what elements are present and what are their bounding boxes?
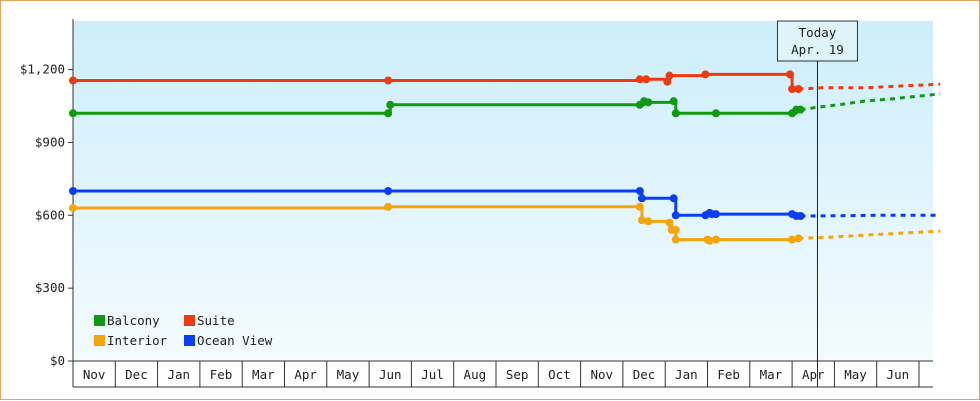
y-tick-label: $300 [35, 280, 65, 295]
month-label: Nov [83, 367, 106, 382]
data-point-ocean-view [711, 210, 720, 219]
forecast-line-interior [798, 229, 941, 240]
series-ocean-view [69, 187, 941, 221]
data-point-ocean-view [384, 187, 393, 195]
series-interior [69, 202, 941, 245]
y-tick-label: $0 [50, 353, 65, 368]
data-point-interior [705, 236, 714, 245]
data-point-interior [711, 235, 720, 244]
data-point-suite [794, 85, 803, 93]
data-point-suite [384, 76, 393, 85]
data-point-interior [384, 202, 393, 211]
legend-label-ocean-view: Ocean View [197, 333, 273, 348]
month-label: Sep [506, 367, 529, 382]
legend-label-balcony: Balcony [107, 313, 160, 328]
today-date: Apr. 19 [791, 42, 844, 57]
legend-swatch-balcony [94, 315, 105, 326]
legend-label-interior: Interior [107, 333, 168, 348]
month-label: Mar [760, 367, 783, 382]
data-point-suite [785, 70, 794, 79]
data-point-balcony [386, 100, 395, 109]
data-point-suite [69, 76, 77, 85]
forecast-line-ocean-view [800, 213, 941, 218]
data-point-suite [635, 75, 644, 84]
month-label: Aug [464, 367, 487, 382]
data-point-interior [788, 235, 797, 244]
data-point-interior [637, 216, 646, 225]
data-point-ocean-view [671, 211, 680, 220]
data-point-interior [794, 234, 803, 243]
data-point-balcony [669, 97, 678, 106]
data-point-interior [671, 235, 680, 244]
data-point-balcony [711, 109, 720, 118]
data-point-interior [671, 225, 680, 234]
data-point-balcony [384, 109, 393, 118]
month-label: Jun [887, 367, 910, 382]
legend-label-suite: Suite [197, 313, 235, 328]
data-point-ocean-view [637, 194, 646, 203]
series-suite [69, 70, 941, 93]
legend-swatch-interior [94, 335, 105, 346]
month-label: Mar [252, 367, 275, 382]
data-point-suite [701, 70, 710, 79]
month-label: Jan [675, 367, 698, 382]
month-label: May [337, 367, 360, 382]
month-label: May [844, 367, 867, 382]
data-point-balcony [671, 109, 680, 118]
month-label: Dec [633, 367, 656, 382]
month-label: Jul [421, 367, 444, 382]
data-point-suite [788, 85, 797, 93]
data-point-interior [644, 217, 653, 226]
data-point-ocean-view [669, 194, 678, 203]
y-tick-label: $1,200 [20, 62, 65, 77]
month-label: Apr [802, 367, 825, 382]
data-point-ocean-view [69, 187, 77, 195]
month-label: Feb [717, 367, 740, 382]
y-tick-label: $900 [35, 134, 65, 149]
y-tick-label: $600 [35, 207, 65, 222]
legend-swatch-suite [184, 315, 195, 326]
data-point-suite [663, 77, 672, 86]
data-point-suite [665, 71, 674, 80]
month-label: Apr [294, 367, 317, 382]
data-point-balcony [644, 98, 653, 107]
series-balcony [69, 92, 941, 118]
month-label: Nov [590, 367, 613, 382]
today-label: Today [799, 25, 837, 40]
data-point-ocean-view [796, 212, 805, 221]
month-label: Oct [548, 367, 571, 382]
month-label: Jan [167, 367, 190, 382]
data-point-balcony [796, 105, 805, 114]
data-point-balcony [69, 109, 77, 118]
data-point-interior [635, 202, 644, 211]
legend-swatch-ocean-view [184, 335, 195, 346]
data-point-suite [642, 75, 651, 84]
data-point-interior [665, 218, 674, 227]
month-label: Feb [210, 367, 233, 382]
month-label: Jun [379, 367, 402, 382]
data-point-ocean-view [635, 187, 644, 195]
data-point-interior [69, 204, 77, 212]
legend: Balcony Suite Interior Ocean View [94, 313, 273, 348]
month-label: Dec [125, 367, 148, 382]
forecast-line-balcony [800, 92, 941, 112]
today-box [776, 20, 858, 62]
